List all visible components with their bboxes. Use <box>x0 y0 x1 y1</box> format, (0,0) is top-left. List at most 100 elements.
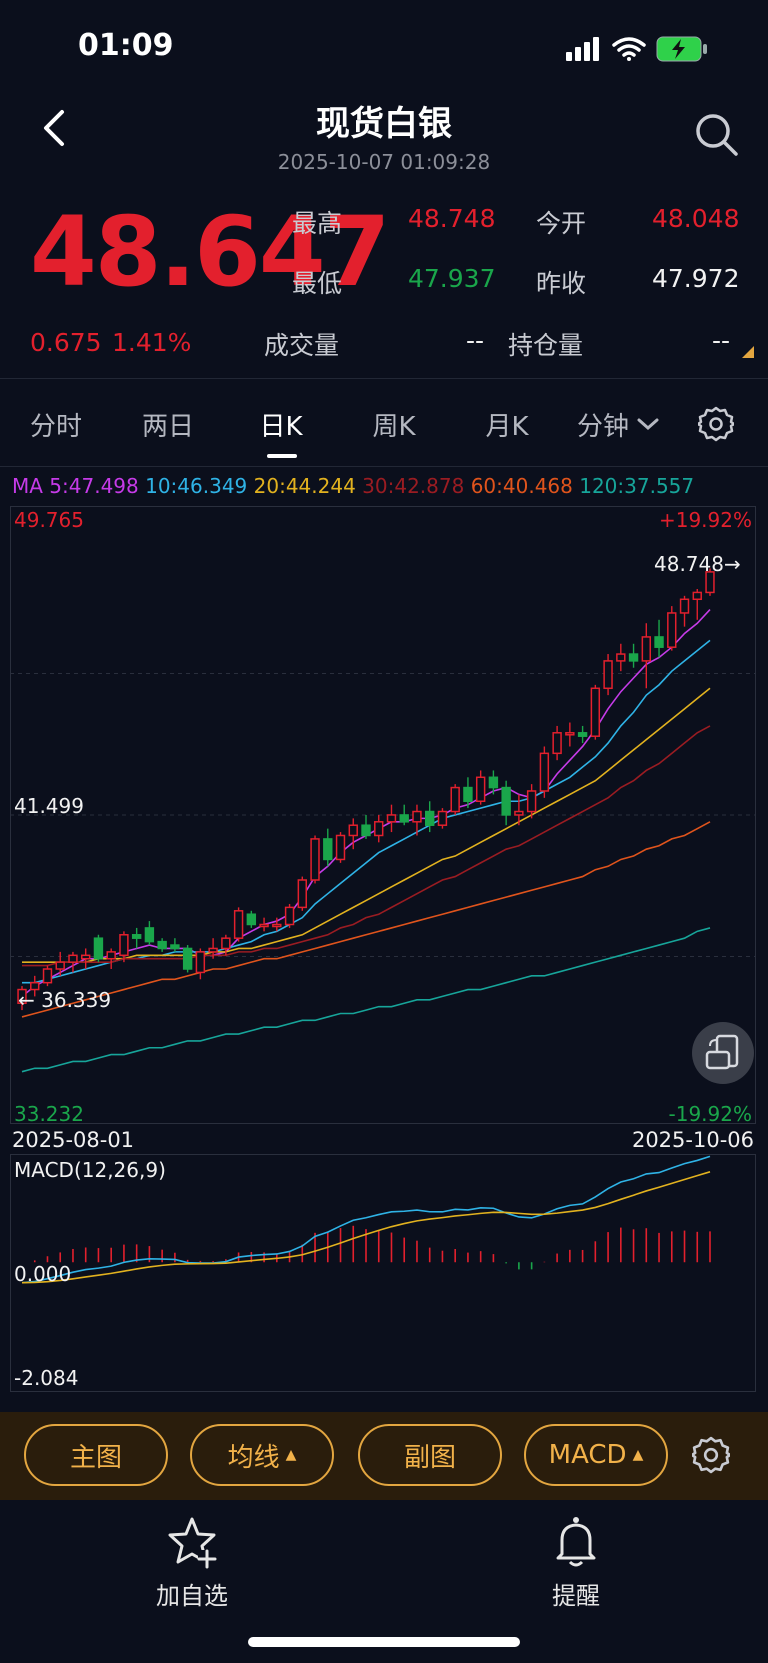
candle <box>30 975 40 997</box>
star-plus-icon <box>168 1517 217 1569</box>
candle-body <box>335 834 346 861</box>
candle <box>616 643 626 672</box>
ma-button[interactable]: 均线 ▲ <box>190 1424 334 1486</box>
back-button[interactable] <box>36 104 76 152</box>
prev-close-value: 47.972 <box>652 264 740 293</box>
candle-body <box>565 732 575 736</box>
macd-button[interactable]: MACD ▲ <box>524 1424 668 1486</box>
candle-body <box>654 636 664 648</box>
toolbar-settings-button[interactable] <box>690 1436 732 1476</box>
add-watchlist-label: 加自选 <box>156 1582 228 1610</box>
pct-min: -19.92% <box>668 1102 752 1126</box>
ma30-line <box>22 725 711 967</box>
candle-body <box>221 937 231 950</box>
candle <box>68 951 78 973</box>
candle-body <box>182 947 193 970</box>
open-interest-label: 持仓量 <box>508 331 584 360</box>
chart-settings-button[interactable] <box>674 406 758 442</box>
candle <box>679 595 690 627</box>
volume-label: 成交量 <box>264 331 340 360</box>
candle-body <box>131 934 142 939</box>
period-tabs: 分时 两日 日K 周K 月K 分钟 <box>0 394 768 454</box>
tab-two-day[interactable]: 两日 <box>141 411 194 442</box>
macd-chart-frame[interactable] <box>10 1154 756 1392</box>
candle <box>425 801 435 833</box>
candle-body <box>195 951 206 974</box>
macd-dea-line <box>21 1171 711 1284</box>
candle <box>552 725 562 761</box>
tab-daily-k[interactable]: 日K <box>259 411 303 442</box>
candle <box>501 780 511 826</box>
candle-body <box>514 810 524 816</box>
candle-body <box>259 923 269 928</box>
sub-chart-button[interactable]: 副图 <box>358 1424 502 1486</box>
candle <box>488 770 499 795</box>
candle <box>386 804 397 833</box>
macd-dif-line <box>21 1155 711 1284</box>
cellular-signal-icon <box>566 37 599 61</box>
candle-body <box>590 687 601 737</box>
candle-body <box>208 947 218 953</box>
candle <box>310 835 320 884</box>
candle-body <box>628 653 639 662</box>
candle-body <box>412 810 422 823</box>
x-axis-end-date: 2025-10-06 <box>631 1128 754 1152</box>
candle-body <box>17 988 27 1004</box>
y-axis-mid: 41.499 <box>14 794 84 818</box>
alert-button[interactable]: 提醒 <box>528 1514 624 1611</box>
ma60-line <box>21 821 711 1018</box>
candle-body <box>399 814 409 823</box>
caret-up-icon: ▲ <box>285 1447 297 1463</box>
candle <box>641 623 651 689</box>
candle-body <box>284 906 295 926</box>
search-button[interactable] <box>692 110 742 160</box>
ma120-line <box>21 927 711 1073</box>
caret-up-icon: ▲ <box>632 1447 644 1463</box>
candle <box>475 770 486 805</box>
candle-body <box>119 934 129 957</box>
candle-body <box>526 790 537 813</box>
active-tab-indicator <box>267 454 297 458</box>
low-value: 47.937 <box>408 264 496 293</box>
ma10-line <box>22 639 711 984</box>
main-chart-label: 主图 <box>69 1442 122 1473</box>
candle <box>539 746 550 798</box>
macd-zero-label: 0.000 <box>14 1262 72 1286</box>
tab-minute[interactable]: 分钟 <box>564 406 674 443</box>
battery-charging-icon <box>656 36 707 62</box>
candle <box>399 804 409 826</box>
x-axis-start-date: 2025-08-01 <box>12 1128 135 1152</box>
y-axis-min: 33.232 <box>14 1102 84 1126</box>
candle <box>182 945 193 973</box>
candle <box>526 784 537 819</box>
tab-timeshare[interactable]: 分时 <box>29 411 82 442</box>
sub-chart-label: 副图 <box>403 1442 456 1473</box>
candle-body <box>475 776 486 803</box>
ma-label: 均线 <box>227 1442 280 1473</box>
candle <box>412 804 422 836</box>
candle <box>42 965 53 987</box>
ma60-value: 60:40.468 <box>470 474 573 498</box>
add-watchlist-button[interactable]: 加自选 <box>140 1514 244 1611</box>
candle <box>374 814 384 843</box>
wifi-icon <box>612 37 646 61</box>
candle-body <box>463 786 473 803</box>
high-label: 最高 <box>292 209 343 238</box>
open-value: 48.048 <box>652 204 740 233</box>
macd-title: MACD(12,26,9) <box>14 1158 166 1182</box>
candle <box>603 654 613 696</box>
candle <box>514 794 524 826</box>
tab-monthly-k[interactable]: 月K <box>485 411 529 442</box>
candle-body <box>501 786 511 816</box>
min-price-marker: ← 36.339 <box>18 988 112 1012</box>
candle-body <box>386 814 397 823</box>
candle-body <box>374 821 384 837</box>
pct-max: +19.92% <box>658 508 752 532</box>
ma20-value: 20:44.244 <box>253 474 356 498</box>
tab-weekly-k[interactable]: 周K <box>372 411 416 442</box>
candle-body <box>437 810 448 826</box>
main-chart-button[interactable]: 主图 <box>24 1424 168 1486</box>
candle-body <box>272 923 282 928</box>
candle-body <box>106 951 116 960</box>
landscape-toggle-button[interactable] <box>692 1022 754 1084</box>
